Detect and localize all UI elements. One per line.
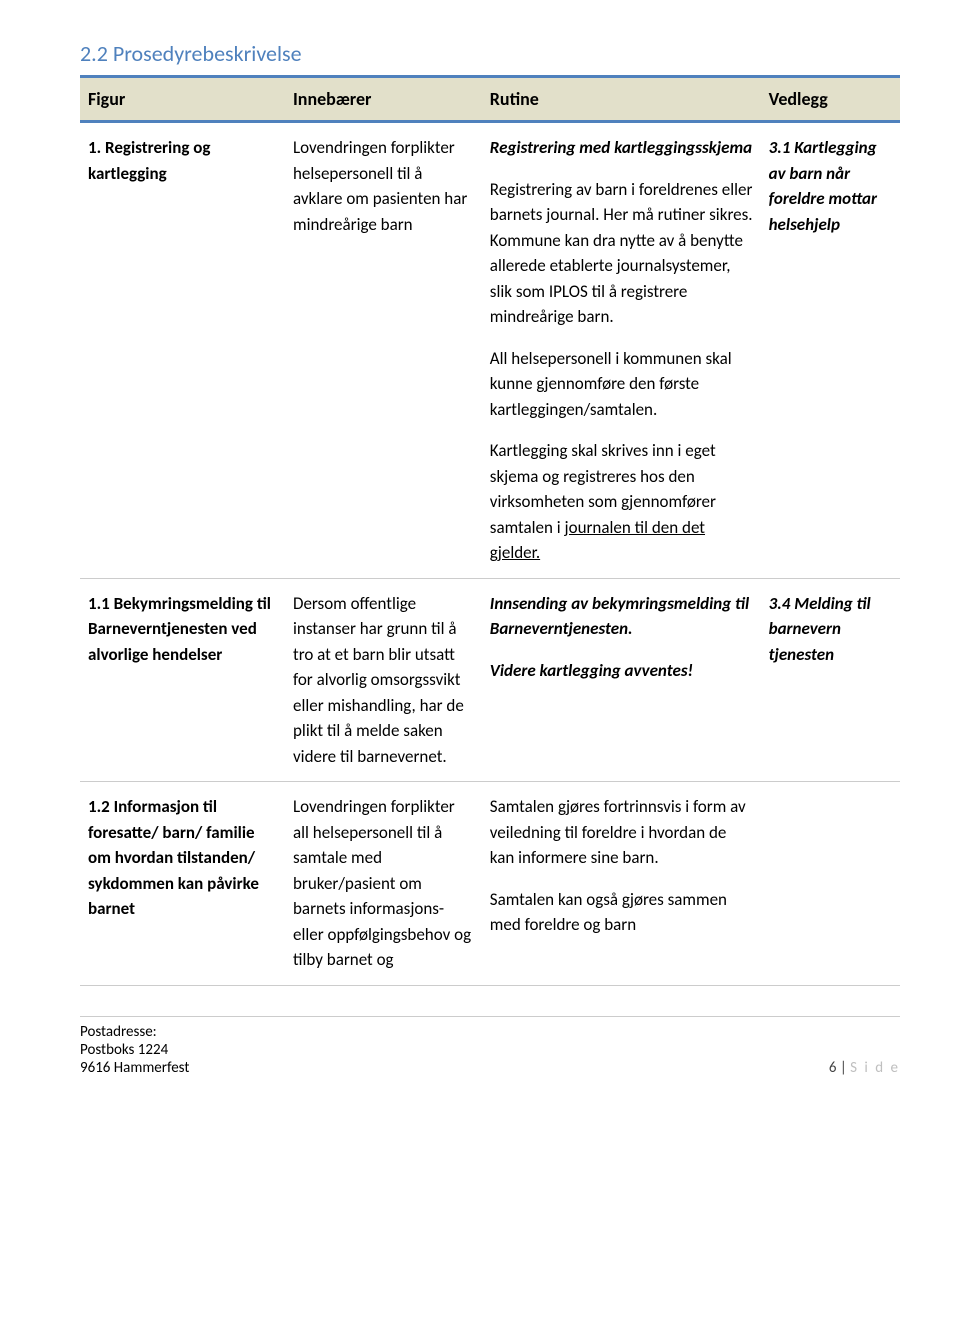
procedure-table: Figur Innebærer Rutine Vedlegg 1. Regist… xyxy=(80,75,900,986)
addr-line: 9616 Hammerfest xyxy=(80,1059,189,1077)
page-word: S i d e xyxy=(850,1059,900,1077)
rutine-heading: Innsending av bekymringsmelding til Barn… xyxy=(490,591,753,642)
col-innebaerer: Innebærer xyxy=(285,77,482,122)
cell-rutine: Samtalen gjøres fortrinnsvis i form av v… xyxy=(482,782,761,986)
col-figur: Figur xyxy=(80,77,285,122)
col-rutine: Rutine xyxy=(482,77,761,122)
addr-label: Postadresse: xyxy=(80,1023,189,1041)
page-number: 6 | S i d e xyxy=(829,1059,900,1077)
addr-line: Postboks 1224 xyxy=(80,1041,189,1059)
rutine-text: Samtalen kan også gjøres sammen med fore… xyxy=(490,887,753,938)
section-title: 2.2 Prosedyrebeskrivelse xyxy=(80,40,900,67)
table-header-row: Figur Innebærer Rutine Vedlegg xyxy=(80,77,900,122)
rutine-text: Registrering av barn i foreldrenes eller… xyxy=(490,177,753,330)
table-row: 1.2 Informasjon til foresatte/ barn/ fam… xyxy=(80,782,900,986)
postal-address: Postadresse: Postboks 1224 9616 Hammerfe… xyxy=(80,1023,189,1077)
page-sep: | xyxy=(836,1059,850,1077)
table-row: 1. Registrering og kartlegging Lovendrin… xyxy=(80,122,900,579)
cell-innebaerer: Dersom offentlige instanser har grunn ti… xyxy=(285,578,482,782)
col-vedlegg: Vedlegg xyxy=(761,77,900,122)
cell-rutine: Innsending av bekymringsmelding til Barn… xyxy=(482,578,761,782)
cell-figur: 1. Registrering og kartlegging xyxy=(80,122,285,579)
cell-vedlegg xyxy=(761,782,900,986)
rutine-text: Kartlegging skal skrives inn i eget skje… xyxy=(490,438,753,566)
cell-vedlegg: 3.4 Melding til barnevern tjenesten xyxy=(761,578,900,782)
rutine-text: All helsepersonell i kommunen skal kunne… xyxy=(490,346,753,423)
cell-rutine: Registrering med kartleggingsskjema Regi… xyxy=(482,122,761,579)
cell-figur: 1.1 Bekymringsmelding til Barneverntjene… xyxy=(80,578,285,782)
rutine-heading: Videre kartlegging avventes! xyxy=(490,658,753,684)
cell-innebaerer: Lovendringen forplikter helsepersonell t… xyxy=(285,122,482,579)
rutine-text: Samtalen gjøres fortrinnsvis i form av v… xyxy=(490,794,753,871)
page-footer: Postadresse: Postboks 1224 9616 Hammerfe… xyxy=(80,1016,900,1077)
table-row: 1.1 Bekymringsmelding til Barneverntjene… xyxy=(80,578,900,782)
cell-innebaerer: Lovendringen forplikter all helsepersone… xyxy=(285,782,482,986)
cell-vedlegg: 3.1 Kartlegging av barn når foreldre mot… xyxy=(761,122,900,579)
rutine-heading: Registrering med kartleggingsskjema xyxy=(490,135,753,161)
cell-figur: 1.2 Informasjon til foresatte/ barn/ fam… xyxy=(80,782,285,986)
